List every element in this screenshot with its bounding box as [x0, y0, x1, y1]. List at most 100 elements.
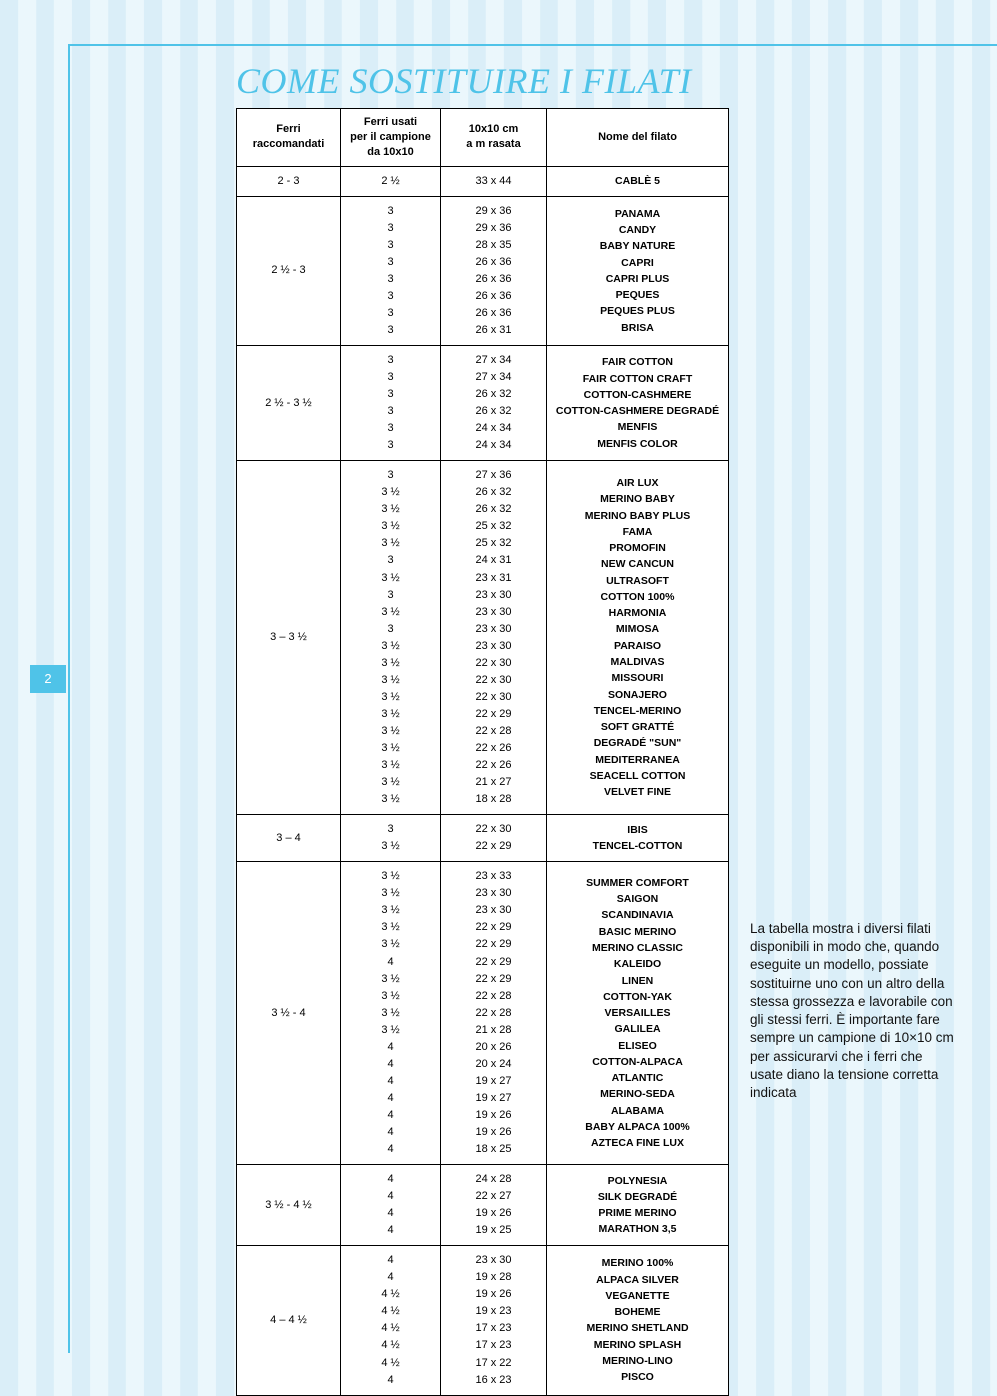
cell-gauge-line: 29 x 36: [443, 220, 544, 237]
cell-used-needles: 4444: [341, 1165, 441, 1246]
cell-yarn-name-line: SOFT GRATTÉ: [549, 719, 726, 735]
cell-gauge-line: 23 x 30: [443, 604, 544, 621]
cell-yarn-name-line: MENFIS: [549, 419, 726, 435]
table-row: 3 – 433 ½22 x 3022 x 29IBISTENCEL-COTTON: [237, 815, 729, 862]
cell-gauge-line: 22 x 29: [443, 936, 544, 953]
page-title: COME SOSTITUIRE I FILATI: [236, 60, 692, 102]
cell-used-needles-line: 3 ½: [343, 774, 438, 791]
cell-gauge-line: 23 x 30: [443, 902, 544, 919]
cell-yarn-name-line: POLYNESIA: [549, 1173, 726, 1189]
cell-gauge-line: 19 x 28: [443, 1269, 544, 1286]
cell-used-needles-line: 3 ½: [343, 885, 438, 902]
cell-yarn-name-line: HARMONIA: [549, 605, 726, 621]
cell-recommended-needles: 3 – 4: [237, 815, 341, 862]
explanatory-text: La tabella mostra i diversi filati dispo…: [750, 920, 955, 1102]
cell-used-needles-line: 3: [343, 305, 438, 322]
cell-used-needles-line: 3 ½: [343, 919, 438, 936]
cell-gauge-line: 26 x 32: [443, 501, 544, 518]
cell-yarn-name-line: CANDY: [549, 222, 726, 238]
cell-yarn-name: FAIR COTTONFAIR COTTON CRAFTCOTTON-CASHM…: [547, 345, 729, 460]
cell-gauge-line: 22 x 29: [443, 919, 544, 936]
cell-gauge-line: 16 x 23: [443, 1372, 544, 1389]
cell-yarn-name-line: PANAMA: [549, 206, 726, 222]
cell-gauge-line: 24 x 28: [443, 1171, 544, 1188]
cell-gauge-line: 26 x 32: [443, 386, 544, 403]
cell-yarn-name-line: SCANDINAVIA: [549, 907, 726, 923]
table-header-row: Ferriraccomandati Ferri usatiper il camp…: [237, 109, 729, 167]
cell-used-needles-line: 3: [343, 203, 438, 220]
cell-yarn-name: PANAMACANDYBABY NATURECAPRICAPRI PLUSPEQ…: [547, 196, 729, 345]
cell-yarn-name: SUMMER COMFORTSAIGONSCANDINAVIABASIC MER…: [547, 862, 729, 1165]
cell-used-needles: 444 ½4 ½4 ½4 ½4 ½4: [341, 1246, 441, 1395]
cell-used-needles-line: 4: [343, 1090, 438, 1107]
cell-used-needles-line: 3 ½: [343, 672, 438, 689]
cell-yarn-name-line: MERINO BABY: [549, 491, 726, 507]
cell-used-needles-line: 4: [343, 1188, 438, 1205]
cell-yarn-name-line: SILK DEGRADÉ: [549, 1189, 726, 1205]
cell-recommended-needles: 3 ½ - 4 ½: [237, 1165, 341, 1246]
cell-gauge-line: 21 x 28: [443, 1022, 544, 1039]
cell-used-needles-line: 3 ½: [343, 868, 438, 885]
cell-yarn-name-line: BOHEME: [549, 1304, 726, 1320]
cell-gauge-line: 22 x 28: [443, 988, 544, 1005]
cell-used-needles-line: 3 ½: [343, 535, 438, 552]
cell-gauge-line: 17 x 22: [443, 1355, 544, 1372]
cell-used-needles-line: 3 ½: [343, 971, 438, 988]
cell-yarn-name-line: MENFIS COLOR: [549, 436, 726, 452]
cell-gauge-line: 23 x 30: [443, 638, 544, 655]
cell-gauge-line: 22 x 29: [443, 838, 544, 855]
cell-used-needles-line: 4: [343, 1205, 438, 1222]
cell-yarn-name-line: TENCEL-COTTON: [549, 838, 726, 854]
cell-used-needles-line: 4: [343, 1252, 438, 1269]
cell-gauge-line: 27 x 34: [443, 352, 544, 369]
cell-used-needles-line: 4: [343, 1056, 438, 1073]
cell-yarn-name-line: TENCEL-MERINO: [549, 703, 726, 719]
cell-used-needles-line: 4: [343, 954, 438, 971]
cell-yarn-name-line: NEW CANCUN: [549, 556, 726, 572]
cell-yarn-name-line: MISSOURI: [549, 670, 726, 686]
col-header-recommended: Ferriraccomandati: [237, 109, 341, 167]
cell-yarn-name-line: MALDIVAS: [549, 654, 726, 670]
cell-yarn-name: AIR LUXMERINO BABYMERINO BABY PLUSFAMAPR…: [547, 461, 729, 815]
cell-used-needles: 3 ½3 ½3 ½3 ½3 ½43 ½3 ½3 ½3 ½4444444: [341, 862, 441, 1165]
cell-gauge-line: 18 x 28: [443, 791, 544, 808]
cell-yarn-name-line: COTTON-CASHMERE DEGRADÉ: [549, 403, 726, 419]
cell-used-needles-line: 3 ½: [343, 570, 438, 587]
cell-gauge: 27 x 3427 x 3426 x 3226 x 3224 x 3424 x …: [441, 345, 547, 460]
cell-used-needles-line: 3: [343, 386, 438, 403]
cell-yarn-name: MERINO 100%ALPACA SILVERVEGANETTEBOHEMEM…: [547, 1246, 729, 1395]
cell-recommended-needles: 2 ½ - 3 ½: [237, 345, 341, 460]
cell-yarn-name: POLYNESIASILK DEGRADÉPRIME MERINOMARATHO…: [547, 1165, 729, 1246]
cell-used-needles-line: 3: [343, 420, 438, 437]
cell-used-needles-line: 3: [343, 403, 438, 420]
cell-used-needles-line: 3 ½: [343, 936, 438, 953]
cell-gauge-line: 19 x 25: [443, 1222, 544, 1239]
cell-used-needles: 33 ½: [341, 815, 441, 862]
cell-yarn-name-line: MARATHON 3,5: [549, 1221, 726, 1237]
cell-yarn-name-line: SONAJERO: [549, 687, 726, 703]
cell-yarn-name-line: PROMOFIN: [549, 540, 726, 556]
cell-used-needles-line: 3: [343, 271, 438, 288]
cell-used-needles-line: 4: [343, 1171, 438, 1188]
cell-gauge-line: 26 x 36: [443, 271, 544, 288]
cell-yarn-name-line: VELVET FINE: [549, 784, 726, 800]
yarn-substitution-table: Ferriraccomandati Ferri usatiper il camp…: [236, 108, 728, 1396]
cell-gauge-line: 22 x 30: [443, 689, 544, 706]
cell-gauge-line: 22 x 30: [443, 821, 544, 838]
cell-yarn-name-line: LINEN: [549, 973, 726, 989]
cell-gauge-line: 23 x 33: [443, 868, 544, 885]
cell-gauge-line: 23 x 30: [443, 885, 544, 902]
cell-gauge-line: 27 x 36: [443, 467, 544, 484]
cell-yarn-name-line: PRIME MERINO: [549, 1205, 726, 1221]
cell-gauge-line: 19 x 26: [443, 1286, 544, 1303]
cell-gauge-line: 26 x 36: [443, 305, 544, 322]
cell-used-needles-line: 4 ½: [343, 1355, 438, 1372]
cell-yarn-name: CABLÈ 5: [547, 166, 729, 196]
cell-yarn-name-line: PEQUES PLUS: [549, 303, 726, 319]
cell-used-needles: 33 ½3 ½3 ½3 ½33 ½33 ½33 ½3 ½3 ½3 ½3 ½3 ½…: [341, 461, 441, 815]
cell-used-needles-line: 4: [343, 1124, 438, 1141]
cell-yarn-name-line: MERINO CLASSIC: [549, 940, 726, 956]
cell-yarn-name-line: MERINO 100%: [549, 1255, 726, 1271]
table-row: 2 ½ - 33333333329 x 3629 x 3628 x 3526 x…: [237, 196, 729, 345]
cell-used-needles-line: 4: [343, 1372, 438, 1389]
